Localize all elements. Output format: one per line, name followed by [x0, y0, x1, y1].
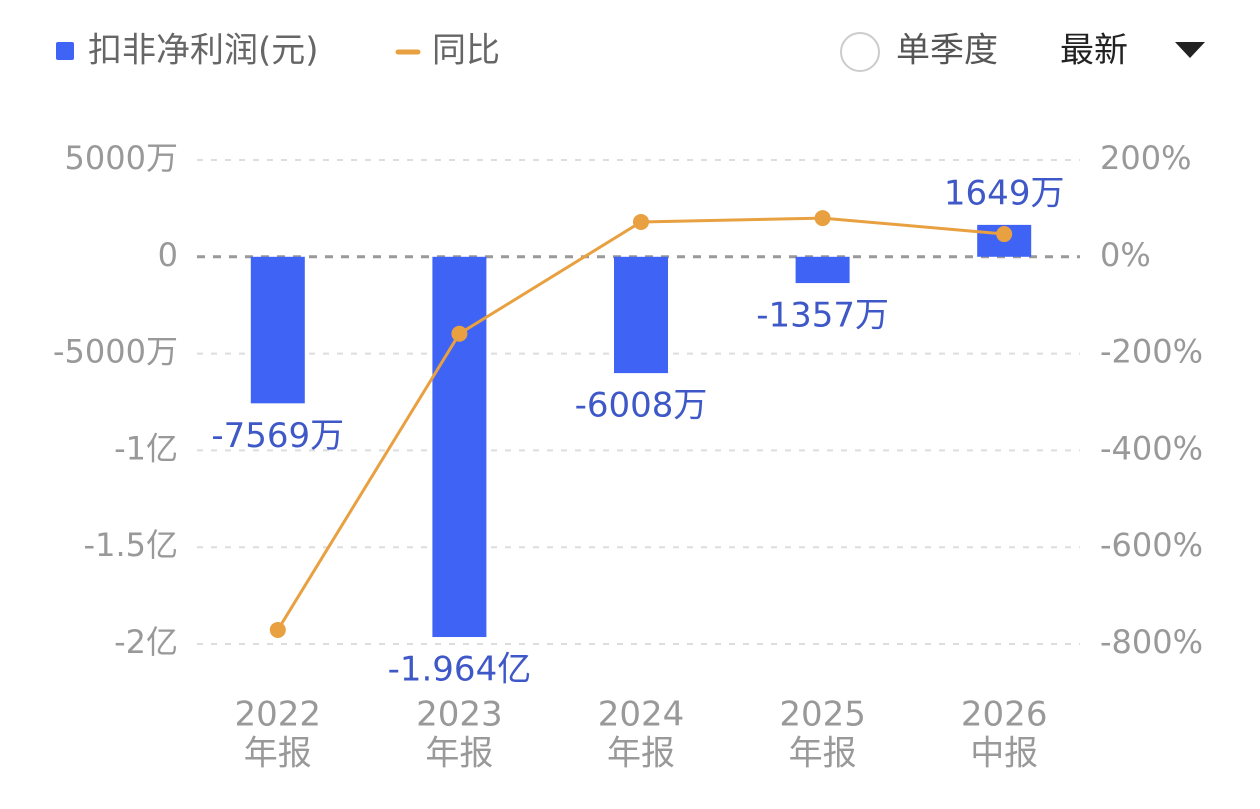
y2-tick-label: -600%: [1100, 526, 1203, 564]
data-label: -1357万: [756, 296, 889, 336]
bar: [795, 256, 850, 284]
data-label: 1649万: [944, 173, 1065, 213]
x-tick-label: 年报: [607, 734, 675, 774]
line-point: [814, 210, 831, 227]
x-tick-label: 年报: [789, 734, 857, 774]
y-tick-label: 0: [158, 236, 178, 274]
x-tick-label: 2022: [235, 695, 322, 735]
x-tick-label: 中报: [970, 734, 1038, 774]
line-point: [996, 226, 1013, 243]
data-label: -6008万: [575, 386, 708, 426]
bar: [432, 256, 487, 638]
dropdown-label[interactable]: 最新: [1060, 31, 1128, 71]
x-tick-label: 2023: [416, 695, 503, 735]
y2-tick-label: -200%: [1100, 333, 1203, 371]
y-tick-label: -5000万: [53, 333, 178, 371]
line-point: [269, 621, 286, 638]
legend-swatch: [56, 42, 74, 60]
x-tick-label: 2025: [779, 695, 866, 735]
dropdown-arrow[interactable]: [1175, 42, 1205, 58]
x-tick-label: 年报: [425, 734, 493, 774]
bar: [250, 256, 305, 404]
legend-label[interactable]: 同比: [432, 31, 500, 71]
radio[interactable]: [840, 32, 880, 72]
radio-label[interactable]: 单季度: [896, 31, 998, 71]
y2-tick-label: 200%: [1100, 139, 1191, 177]
y2-tick-label: 0%: [1100, 236, 1151, 274]
data-label: -7569万: [211, 416, 344, 456]
y-tick-label: -2亿: [114, 623, 178, 661]
y2-tick-label: -400%: [1100, 429, 1203, 467]
bar: [614, 256, 668, 374]
y-tick-label: -1亿: [114, 429, 178, 467]
y2-tick-label: -800%: [1100, 623, 1203, 661]
x-tick-label: 2026: [961, 695, 1048, 735]
line-point: [633, 213, 649, 230]
line-point: [451, 325, 468, 342]
data-label: -1.964亿: [388, 650, 532, 690]
x-tick-label: 2024: [598, 695, 685, 735]
y-tick-label: 5000万: [65, 139, 178, 177]
y-tick-label: -1.5亿: [84, 526, 178, 564]
legend-label[interactable]: 扣非净利润(元): [88, 31, 319, 71]
x-tick-label: 年报: [244, 734, 312, 774]
